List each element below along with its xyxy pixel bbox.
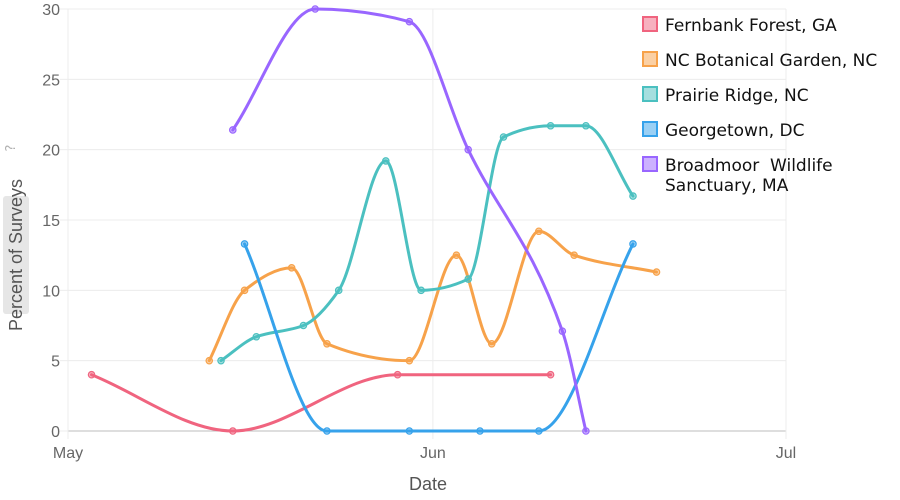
data-point[interactable]	[240, 286, 249, 295]
y-tick-label: 30	[42, 2, 60, 19]
y-tick-label: 20	[42, 143, 60, 160]
data-point[interactable]	[87, 370, 96, 379]
legend-swatch	[642, 51, 658, 67]
data-point[interactable]	[323, 427, 331, 435]
data-point[interactable]	[464, 275, 472, 283]
x-tick-label: May	[53, 445, 83, 462]
data-point[interactable]	[252, 332, 261, 341]
data-point[interactable]	[582, 121, 590, 130]
series-line	[90, 373, 553, 433]
data-point[interactable]	[546, 370, 555, 379]
series-lines	[87, 5, 661, 435]
axes: 0 5 10 15 20 25 30 May Jun Jul	[42, 2, 796, 462]
data-point[interactable]	[452, 251, 461, 259]
data-point[interactable]	[382, 157, 390, 165]
legend-item-georgetown-dc[interactable]: Georgetown, DC	[642, 121, 805, 141]
legend-swatch	[642, 16, 658, 32]
y-tick-label: 15	[42, 213, 60, 230]
y-tick-label: 25	[42, 72, 60, 89]
data-point[interactable]	[334, 286, 343, 295]
y-axis-title-group: Percent of Surveys	[3, 179, 29, 331]
legend-item-nc-botanical-garden-nc[interactable]: NC Botanical Garden, NC	[642, 51, 877, 71]
series-nc-botanical-garden-nc	[205, 227, 661, 365]
grid-lines	[67, 8, 787, 439]
svg-text:?: ?	[4, 145, 19, 152]
y-tick-label: 5	[51, 354, 60, 371]
legend-label: Fernbank Forest, GA	[665, 16, 837, 36]
legend-swatch	[642, 121, 658, 137]
data-point[interactable]	[417, 286, 425, 295]
data-point[interactable]	[535, 227, 543, 236]
y-axis-title: Percent of Surveys	[6, 179, 26, 331]
legend: Fernbank Forest, GA NC Botanical Garden, …	[642, 16, 877, 196]
series-georgetown-dc	[240, 240, 637, 435]
data-point[interactable]	[405, 17, 414, 26]
data-point[interactable]	[205, 356, 214, 365]
legend-item-fernbank-forest-ga[interactable]: Fernbank Forest, GA	[642, 16, 837, 36]
x-tick-label: Jun	[420, 445, 446, 462]
data-point[interactable]	[487, 339, 496, 348]
x-axis-title: Date	[409, 474, 447, 494]
data-point[interactable]	[240, 240, 249, 248]
data-point[interactable]	[652, 268, 661, 276]
data-point[interactable]	[311, 5, 319, 13]
data-point[interactable]	[393, 370, 402, 379]
data-point[interactable]	[287, 264, 296, 272]
series-line	[207, 229, 659, 363]
data-point[interactable]	[499, 133, 508, 141]
series-broadmoor-wildlife-sanctuary-ma	[228, 5, 590, 435]
legend-item-prairie-ridge-nc[interactable]: Prairie Ridge, NC	[642, 86, 809, 106]
data-point[interactable]	[323, 339, 331, 348]
data-point[interactable]	[228, 427, 237, 435]
data-point[interactable]	[405, 356, 414, 365]
series-fernbank-forest-ga	[87, 370, 555, 435]
legend-label: Prairie Ridge, NC	[665, 86, 809, 106]
legend-label: NC Botanical Garden, NC	[665, 51, 877, 71]
data-point[interactable]	[476, 427, 484, 435]
data-point[interactable]	[582, 427, 590, 435]
y-tick-label: 0	[51, 424, 60, 441]
x-tick-label: Jul	[776, 445, 796, 462]
data-point[interactable]	[464, 145, 472, 154]
legend-swatch	[642, 156, 658, 172]
data-point[interactable]	[217, 356, 225, 365]
legend-swatch	[642, 86, 658, 102]
legend-label: Georgetown, DC	[665, 121, 805, 141]
series-line	[243, 242, 635, 433]
data-point[interactable]	[546, 121, 555, 130]
legend-label: Sanctuary, MA	[665, 176, 789, 196]
legend-label: Broadmoor Wildlife	[665, 156, 833, 176]
question-mark-icon[interactable]: ?	[4, 145, 19, 152]
data-point[interactable]	[629, 240, 637, 248]
data-point[interactable]	[405, 427, 414, 435]
y-axis-title-background	[3, 196, 29, 314]
data-point[interactable]	[535, 427, 543, 435]
data-point[interactable]	[558, 327, 567, 335]
data-point[interactable]	[299, 321, 308, 330]
data-point[interactable]	[228, 126, 237, 134]
series-prairie-ridge-nc	[217, 121, 637, 365]
y-tick-label: 10	[42, 283, 60, 300]
data-point[interactable]	[570, 251, 578, 259]
data-point[interactable]	[629, 192, 637, 200]
